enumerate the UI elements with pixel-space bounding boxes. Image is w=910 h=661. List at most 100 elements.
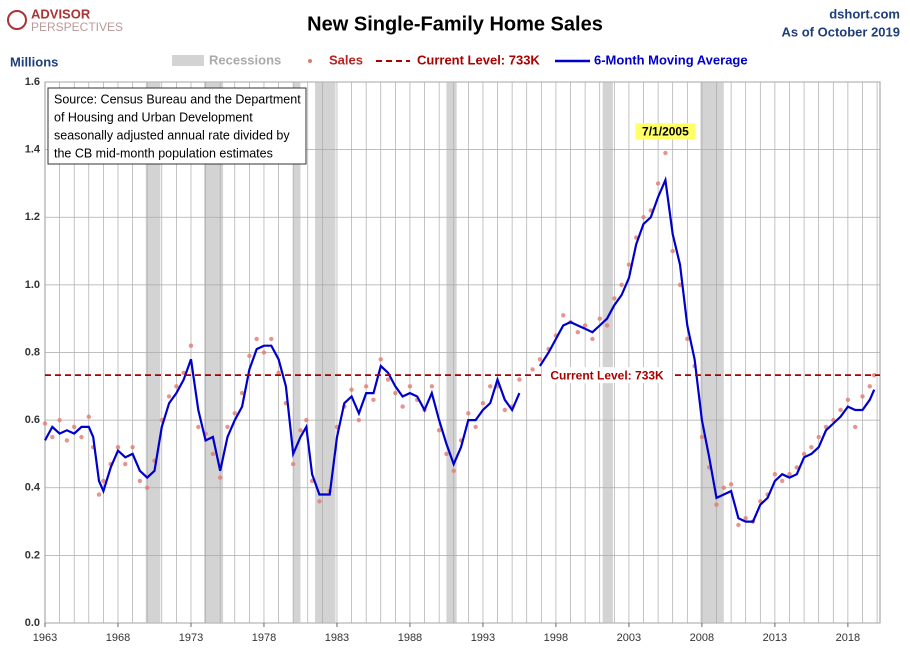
current-level-label-bg <box>542 367 673 384</box>
y-tick-label: 1.0 <box>25 279 40 291</box>
legend-sales: Sales <box>329 52 363 67</box>
sales-point <box>239 390 245 396</box>
sales-point <box>290 461 296 467</box>
logo-icon <box>7 10 27 30</box>
sales-point <box>371 397 376 403</box>
sales-point <box>174 384 179 389</box>
sales-point <box>378 357 383 362</box>
sales-point <box>779 478 785 484</box>
sales-point <box>130 444 135 450</box>
sales-point <box>269 336 274 342</box>
source-line: of Housing and Urban Development <box>54 110 253 124</box>
y-tick-label: 1.2 <box>25 211 40 223</box>
sales-point <box>582 323 588 328</box>
sales-point <box>772 472 778 477</box>
sales-point <box>79 434 84 440</box>
peak-annotation-bg <box>635 123 696 140</box>
x-tick-label: 1993 <box>471 632 495 644</box>
sales-point <box>530 367 535 372</box>
sales-point <box>612 296 617 301</box>
sales-point <box>144 485 150 490</box>
sales-point <box>677 282 683 288</box>
x-tick-label: 2008 <box>690 632 714 644</box>
sales-point <box>743 515 748 521</box>
sales-point <box>488 384 493 389</box>
y-tick-label: 0.4 <box>25 482 41 494</box>
x-tick-label: 1963 <box>33 632 57 644</box>
site: dshort.com <box>829 6 900 21</box>
sales-point <box>50 434 55 440</box>
sales-point <box>363 384 369 389</box>
sales-point <box>393 390 398 396</box>
sales-point <box>699 434 705 440</box>
y-tick-label: 1.4 <box>25 144 41 156</box>
sales-point <box>444 451 449 457</box>
sales-point <box>809 444 814 450</box>
sales-point <box>217 475 223 480</box>
logo: ADVISOR PERSPECTIVES <box>7 6 123 34</box>
sales-point <box>429 384 435 389</box>
sales-point <box>816 434 821 440</box>
sales-point <box>794 465 799 470</box>
peak-annotation: 7/1/2005 <box>642 125 689 139</box>
sales-point <box>838 407 843 413</box>
sales-point <box>385 377 391 382</box>
source-box <box>47 87 307 165</box>
sales-point <box>86 414 91 419</box>
sales-point <box>590 336 595 342</box>
sales-point <box>466 411 471 416</box>
source-line: seasonally adjusted annual rate divided … <box>54 128 290 142</box>
sales-point <box>685 336 690 342</box>
sales-point <box>860 394 865 399</box>
sales-point <box>71 424 77 430</box>
legend-recessions: Recessions <box>209 52 281 67</box>
sales-point <box>196 424 201 430</box>
sales-point <box>123 461 128 467</box>
moving-average-line <box>44 176 876 523</box>
sales-point <box>670 248 675 254</box>
sales-point <box>473 424 478 430</box>
y-tick-label: 0.8 <box>25 346 40 358</box>
sales-point <box>451 468 456 474</box>
x-tick-label: 1978 <box>252 632 276 644</box>
legend-recession-swatch <box>172 55 204 66</box>
sales-point <box>604 323 610 328</box>
sales-point <box>400 404 405 409</box>
sales-point <box>852 424 858 430</box>
sales-point <box>867 384 872 389</box>
sales-point <box>787 472 792 477</box>
sales-point <box>845 397 851 403</box>
current-level-label: Current Level: 733K <box>550 368 664 382</box>
logo-top: ADVISOR <box>31 6 91 21</box>
as-of: As of October 2019 <box>782 24 901 39</box>
sales-point <box>728 482 734 487</box>
x-tick-label: 1998 <box>544 632 568 644</box>
y-axis-label: Millions <box>10 54 58 69</box>
sales-point <box>317 499 322 504</box>
sales-point <box>356 417 362 423</box>
sales-point <box>517 377 522 382</box>
sales-point <box>210 451 216 457</box>
sales-point <box>42 421 48 426</box>
y-tick-label: 1.6 <box>25 76 40 88</box>
legend-current: Current Level: 733K <box>417 52 540 67</box>
sales-point <box>597 316 602 321</box>
sales-point <box>225 424 230 430</box>
sales-point <box>166 394 172 399</box>
sales-point <box>736 522 741 528</box>
x-tick-label: 2018 <box>836 632 860 644</box>
sales-point <box>115 444 121 450</box>
x-tick-label: 1973 <box>179 632 203 644</box>
source-line: Source: Census Bureau and the Department <box>54 92 301 106</box>
sales-point <box>626 262 632 267</box>
sales-point <box>261 350 267 355</box>
legend: Recessions Sales Current Level: 733K 6-M… <box>172 52 748 67</box>
sales-point <box>663 150 668 156</box>
y-tick-label: 0.6 <box>25 414 40 426</box>
x-tick-label: 1983 <box>325 632 349 644</box>
sales-point <box>298 428 303 433</box>
sales-point <box>64 438 70 443</box>
sales-point <box>304 417 309 423</box>
sales-point <box>714 502 719 507</box>
